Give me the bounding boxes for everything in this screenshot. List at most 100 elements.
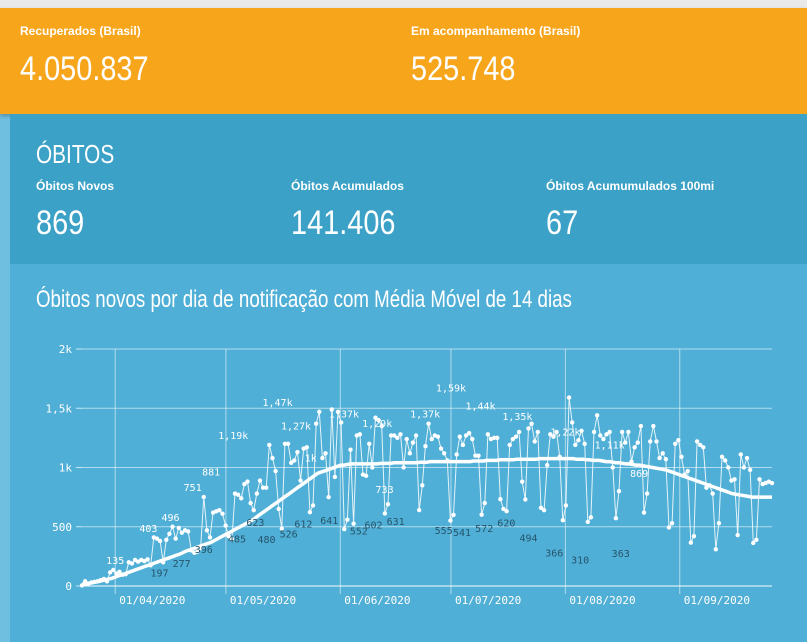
y-tick-label: 1k bbox=[59, 462, 73, 475]
daily-deaths-point bbox=[170, 524, 175, 529]
daily-deaths-point bbox=[545, 462, 550, 468]
daily-deaths-point bbox=[229, 536, 235, 542]
daily-deaths-point bbox=[560, 518, 566, 523]
daily-deaths-point bbox=[332, 474, 338, 480]
data-label: 494 bbox=[519, 533, 537, 544]
daily-deaths-point bbox=[751, 540, 756, 546]
data-label: 881 bbox=[202, 468, 220, 479]
daily-deaths-point bbox=[516, 429, 522, 435]
x-tick-label: 01/05/2020 bbox=[230, 594, 296, 607]
daily-deaths-point bbox=[479, 512, 484, 517]
daily-deaths-point bbox=[460, 442, 466, 448]
daily-deaths-point bbox=[523, 497, 528, 502]
daily-deaths-point bbox=[623, 440, 628, 445]
daily-deaths-point bbox=[201, 494, 206, 500]
daily-deaths-point bbox=[317, 409, 322, 415]
daily-deaths-point bbox=[370, 465, 375, 470]
daily-deaths-point bbox=[348, 447, 353, 452]
daily-deaths-point bbox=[295, 449, 300, 455]
data-label: 572 bbox=[475, 524, 493, 535]
daily-deaths-point bbox=[463, 433, 469, 438]
daily-deaths-point bbox=[669, 520, 675, 526]
daily-deaths-point bbox=[482, 500, 487, 506]
daily-deaths-chart[interactable]: 0 500 1k 1,5k 2k 01/04/2020 01/05/2020 01/06/2… bbox=[10, 264, 807, 642]
daily-deaths-point bbox=[660, 451, 665, 456]
daily-deaths-point bbox=[554, 429, 559, 435]
data-label: 1,37k bbox=[329, 410, 359, 421]
data-label: 1,47k bbox=[263, 398, 293, 409]
daily-deaths-point bbox=[495, 435, 500, 441]
daily-deaths-point bbox=[520, 479, 525, 484]
daily-deaths-point bbox=[454, 452, 459, 457]
daily-deaths-point bbox=[416, 507, 422, 513]
data-label: 869 bbox=[630, 469, 648, 480]
daily-deaths-point bbox=[532, 439, 537, 444]
daily-deaths-point bbox=[585, 519, 590, 525]
daily-deaths-point bbox=[501, 506, 506, 512]
data-label: 197 bbox=[150, 569, 168, 580]
daily-deaths-point bbox=[694, 439, 700, 444]
daily-deaths-point bbox=[710, 491, 715, 496]
daily-deaths-point bbox=[423, 443, 428, 449]
daily-deaths-point bbox=[248, 500, 253, 506]
data-label: 541 bbox=[453, 528, 471, 539]
y-axis: 0 500 1k 1,5k 2k bbox=[46, 343, 82, 593]
daily-deaths-point bbox=[395, 435, 400, 441]
daily-deaths-point bbox=[566, 395, 572, 400]
daily-deaths-point bbox=[548, 432, 553, 437]
daily-deaths-point bbox=[470, 436, 475, 442]
deaths-per-100mi-label: Óbitos Acumumulados 100mi bbox=[546, 179, 715, 193]
daily-deaths-point bbox=[335, 409, 341, 415]
daily-deaths-point bbox=[257, 478, 263, 483]
daily-deaths-point bbox=[435, 434, 441, 439]
daily-deaths-point bbox=[641, 510, 647, 515]
daily-deaths-point bbox=[373, 415, 378, 420]
daily-deaths-point bbox=[145, 557, 150, 562]
daily-deaths-point bbox=[663, 457, 669, 462]
data-label: 641 bbox=[320, 516, 338, 527]
daily-deaths-point bbox=[457, 434, 462, 439]
daily-deaths-point bbox=[651, 423, 656, 429]
data-label: 1,22k bbox=[550, 427, 580, 438]
daily-deaths-point bbox=[338, 420, 344, 425]
daily-deaths-point bbox=[513, 434, 519, 439]
daily-deaths-point bbox=[385, 502, 391, 507]
recovered-label: Recuperados (Brasil) bbox=[20, 24, 141, 38]
daily-deaths-point bbox=[288, 460, 294, 465]
daily-deaths-point bbox=[420, 483, 425, 488]
deaths-title: ÓBITOS bbox=[36, 139, 115, 169]
daily-deaths-point bbox=[292, 458, 297, 463]
daily-deaths-point bbox=[688, 540, 694, 545]
daily-deaths-point bbox=[673, 441, 678, 446]
daily-deaths-point bbox=[510, 436, 516, 442]
daily-deaths-point bbox=[441, 451, 447, 456]
daily-deaths-point bbox=[613, 516, 619, 521]
daily-deaths-point bbox=[757, 477, 762, 482]
daily-deaths-point bbox=[204, 528, 210, 533]
daily-deaths-point bbox=[235, 492, 241, 497]
daily-deaths-point bbox=[273, 468, 278, 474]
data-label: 363 bbox=[612, 549, 630, 560]
daily-deaths-point bbox=[426, 421, 431, 426]
daily-deaths-point bbox=[535, 429, 541, 435]
daily-deaths-point bbox=[382, 511, 388, 516]
daily-deaths-point bbox=[326, 494, 331, 500]
daily-deaths-point bbox=[713, 547, 719, 552]
daily-deaths-point bbox=[363, 473, 369, 478]
daily-deaths-point bbox=[626, 429, 631, 435]
y-tick-label: 0 bbox=[65, 580, 72, 593]
top-strip bbox=[0, 0, 807, 8]
data-label: 485 bbox=[228, 535, 246, 546]
daily-deaths-point bbox=[654, 439, 659, 444]
data-label: 555 bbox=[435, 526, 453, 537]
daily-deaths-point bbox=[579, 428, 584, 433]
daily-deaths-point bbox=[644, 491, 650, 496]
daily-deaths-point bbox=[276, 506, 281, 512]
daily-deaths-point bbox=[732, 477, 737, 482]
daily-deaths-point bbox=[260, 485, 266, 490]
x-tick-label: 01/09/2020 bbox=[684, 594, 750, 607]
x-tick-label: 01/08/2020 bbox=[569, 594, 635, 607]
daily-deaths-point bbox=[388, 433, 394, 438]
daily-deaths-point bbox=[573, 442, 578, 448]
